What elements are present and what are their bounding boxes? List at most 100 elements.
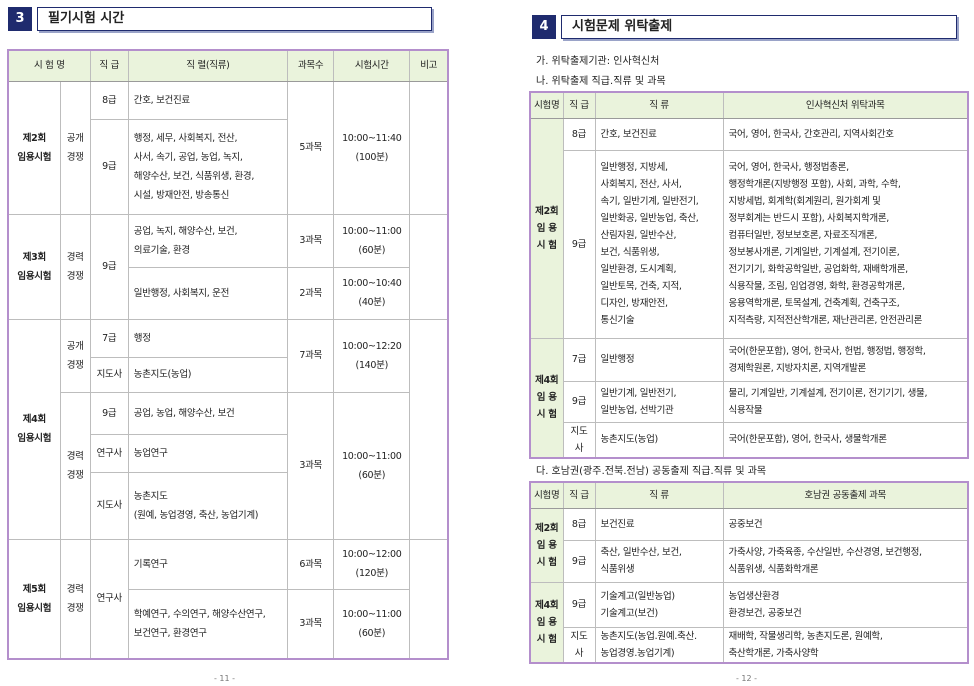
cell: 제3회 임용시험 bbox=[7, 213, 61, 320]
header-cell: 직 류 bbox=[594, 91, 724, 119]
cell: 축산, 일반수산, 보건, 식품위생 bbox=[594, 539, 724, 583]
cell: 8급 bbox=[562, 507, 596, 541]
header-cell: 호남권 공동출제 과목 bbox=[722, 481, 969, 509]
header-cell: 직 렬(직류) bbox=[127, 49, 289, 82]
cell: 학예연구, 수의연구, 해양수산연구, 보건연구, 환경연구 bbox=[127, 588, 289, 660]
cell: 기술계고(일반농업) 기술계고(보건) bbox=[594, 581, 724, 628]
header-cell: 비고 bbox=[409, 49, 449, 82]
cell: 9급 bbox=[562, 539, 596, 583]
cell: 연구사 bbox=[89, 538, 129, 660]
header-cell: 직 급 bbox=[562, 91, 596, 119]
cell: 8급 bbox=[562, 117, 596, 151]
cell bbox=[409, 80, 449, 215]
cell: 경력 경쟁 bbox=[59, 538, 91, 660]
cell: 농촌지도 (원예, 농업경영, 축산, 농업기계) bbox=[127, 471, 289, 540]
cell: 지도사 bbox=[562, 626, 596, 663]
cell: 9급 bbox=[562, 581, 596, 628]
cell: 9급 bbox=[89, 213, 129, 320]
cell: 5과목 bbox=[287, 80, 335, 215]
cell: 행정 bbox=[127, 318, 289, 358]
cell: 경력 경쟁 bbox=[59, 391, 91, 540]
cell: 지도사 bbox=[89, 471, 129, 540]
cell: 공개 경쟁 bbox=[59, 318, 91, 393]
header-cell: 시험시간 bbox=[333, 49, 411, 82]
list-item: 가. 위탁출제기관: 인사혁신처 bbox=[536, 56, 660, 67]
cell: 10:00~11:00 (60분) bbox=[333, 391, 411, 540]
cell: 10:00~10:40 (40분) bbox=[333, 266, 411, 320]
cell: 기록연구 bbox=[127, 538, 289, 590]
cell: 6과목 bbox=[287, 538, 335, 590]
cell: 행정, 세무, 사회복지, 전산, 사서, 속기, 공업, 농업, 녹지, 해양… bbox=[127, 118, 289, 215]
cell: 제2회 임 용 시 험 bbox=[529, 507, 564, 583]
cell: 간호, 보건진료 bbox=[127, 80, 289, 120]
header-cell: 시 험 명 bbox=[7, 49, 91, 82]
cell: 3과목 bbox=[287, 391, 335, 540]
cell: 제5회 임용시험 bbox=[7, 538, 61, 660]
cell: 3과목 bbox=[287, 213, 335, 268]
header-cell: 직 급 bbox=[89, 49, 129, 82]
section-number: 4 bbox=[532, 15, 556, 39]
cell: 7급 bbox=[89, 318, 129, 358]
cell: 2과목 bbox=[287, 266, 335, 320]
cell: 농업연구 bbox=[127, 433, 289, 473]
page-number: - 12 - bbox=[736, 674, 758, 683]
cell: 공개 경쟁 bbox=[59, 80, 91, 215]
list-item: 다. 호남권(광주․전북․전남) 공동출제 직급․직류 및 과목 bbox=[536, 466, 767, 477]
cell: 10:00~12:20 (140분) bbox=[333, 318, 411, 393]
cell: 재배학, 작물생리학, 농촌지도론, 원예학, 축산학개론, 가축사양학 bbox=[722, 626, 969, 663]
page-number: - 11 - bbox=[214, 674, 236, 683]
cell: 제4회 임용시험 bbox=[7, 318, 61, 540]
cell: 9급 bbox=[89, 391, 129, 435]
cell: 국어(한문포함), 영어, 한국사, 생물학개론 bbox=[722, 421, 969, 458]
cell: 국어, 영어, 한국사, 간호관리, 지역사회간호 bbox=[722, 117, 969, 151]
cell bbox=[409, 538, 449, 660]
cell: 일반행정 bbox=[594, 337, 724, 382]
cell: 물리, 기계일반, 기계설계, 전기이론, 전기기기, 생물, 식용작물 bbox=[722, 380, 969, 423]
section-number: 3 bbox=[8, 7, 32, 31]
cell: 10:00~11:00 (60분) bbox=[333, 213, 411, 268]
header-cell: 과목수 bbox=[287, 49, 335, 82]
cell: 9급 bbox=[562, 380, 596, 423]
cell: 농촌지도(농업) bbox=[594, 421, 724, 458]
cell: 제4회 임 용 시 험 bbox=[529, 581, 564, 663]
cell: 국어(한문포함), 영어, 한국사, 헌법, 행정법, 행정학, 경제학원론, … bbox=[722, 337, 969, 382]
cell: 일반행정, 사회복지, 운전 bbox=[127, 266, 289, 320]
cell: 지도사 bbox=[562, 421, 596, 458]
cell: 일반기계, 일반전기, 일반농업, 선박기관 bbox=[594, 380, 724, 423]
cell: 농촌지도(농업․원예․축산․ 농업경영․농업기계) bbox=[594, 626, 724, 663]
cell: 10:00~11:40 (100분) bbox=[333, 80, 411, 215]
section-title: 필기시험 시간 bbox=[37, 7, 432, 31]
cell: 공업, 농업, 해양수산, 보건 bbox=[127, 391, 289, 435]
cell: 보건진료 bbox=[594, 507, 724, 541]
cell: 제4회 임 용 시 험 bbox=[529, 337, 564, 458]
cell: 농업생산환경 환경보건, 공중보건 bbox=[722, 581, 969, 628]
cell: 제2회 임 용 시 험 bbox=[529, 117, 564, 339]
cell: 제2회 임용시험 bbox=[7, 80, 61, 215]
cell bbox=[409, 213, 449, 320]
cell: 일반행정, 지방세, 사회복지, 전산, 사서, 속기, 일반기계, 일반전기,… bbox=[594, 149, 724, 339]
cell bbox=[409, 318, 449, 540]
cell: 경력 경쟁 bbox=[59, 213, 91, 320]
cell: 농촌지도(농업) bbox=[127, 356, 289, 393]
cell: 국어, 영어, 한국사, 행정법총론, 행정학개론(지방행정 포함), 사회, … bbox=[722, 149, 969, 339]
cell: 연구사 bbox=[89, 433, 129, 473]
cell: 가축사양, 가축육종, 수산일반, 수산경영, 보건행정, 식품위생, 식품화학… bbox=[722, 539, 969, 583]
section-title: 시험문제 위탁출제 bbox=[561, 15, 957, 39]
cell: 10:00~11:00 (60분) bbox=[333, 588, 411, 660]
cell: 9급 bbox=[89, 118, 129, 215]
cell: 9급 bbox=[562, 149, 596, 339]
list-item: 나. 위탁출제 직급․직류 및 과목 bbox=[536, 76, 666, 87]
header-cell: 직 급 bbox=[562, 481, 596, 509]
cell: 간호, 보건진료 bbox=[594, 117, 724, 151]
header-cell: 시험명 bbox=[529, 481, 564, 509]
cell: 7급 bbox=[562, 337, 596, 382]
header-cell: 직 류 bbox=[594, 481, 724, 509]
cell: 공중보건 bbox=[722, 507, 969, 541]
cell: 7과목 bbox=[287, 318, 335, 393]
cell: 지도사 bbox=[89, 356, 129, 393]
header-cell: 시험명 bbox=[529, 91, 564, 119]
